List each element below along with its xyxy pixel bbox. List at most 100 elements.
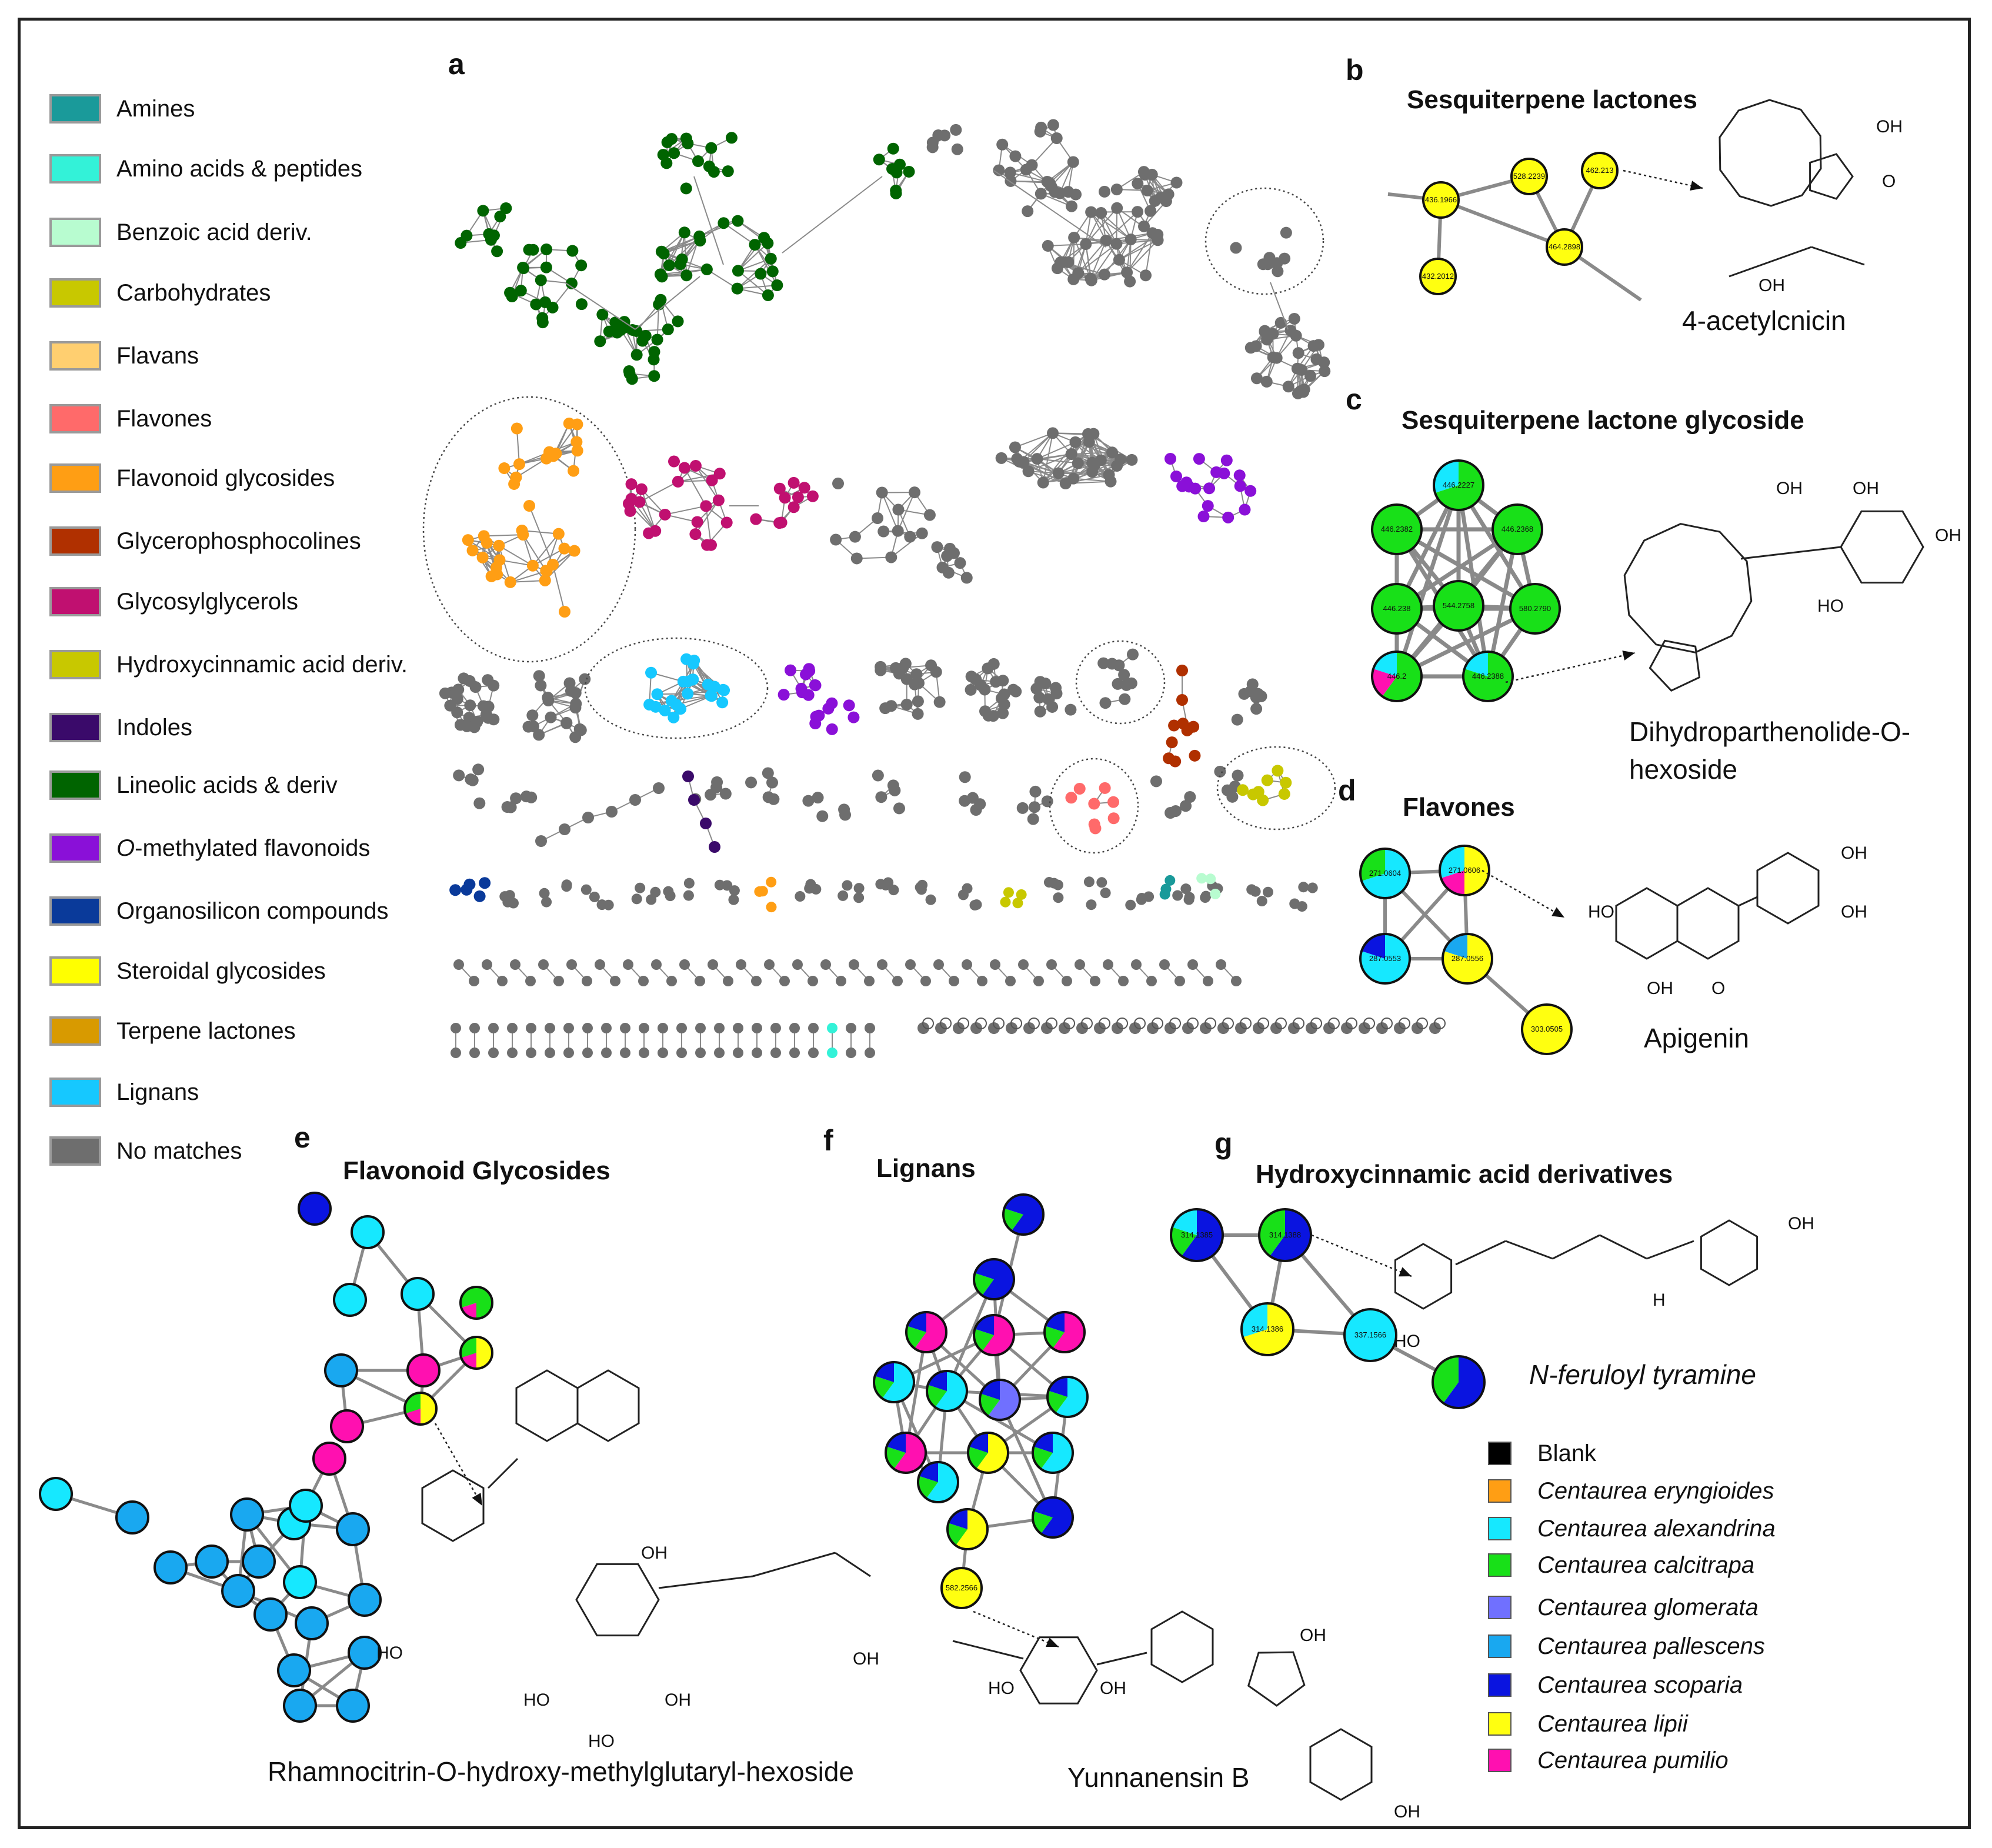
- network-node: [1113, 253, 1125, 266]
- network-node: [1279, 252, 1291, 265]
- network-node: [1090, 976, 1100, 986]
- node-label: 271.0604: [1369, 869, 1401, 878]
- network-node: [1062, 976, 1072, 986]
- network-node: [725, 132, 738, 144]
- network-node: [653, 782, 665, 794]
- self-loop: [1134, 1018, 1146, 1029]
- legend-item-flavans: Flavans: [49, 335, 199, 376]
- pie-slice: [1033, 1497, 1053, 1517]
- network-node: [917, 1022, 929, 1034]
- node-outline: [1510, 158, 1548, 195]
- network-node: [1046, 700, 1059, 713]
- network-node: [1053, 892, 1064, 903]
- node-outline: [1432, 1355, 1486, 1409]
- network-node: [623, 959, 633, 970]
- network-node: [582, 976, 592, 986]
- network-node: [1189, 749, 1201, 762]
- network-node: [1298, 383, 1310, 396]
- network-node: [1160, 883, 1172, 895]
- species-swatch: [1488, 1442, 1511, 1465]
- pie-slice: [1434, 461, 1459, 493]
- legend-item-indoles: Indoles: [49, 707, 192, 748]
- network-node: [1065, 448, 1077, 461]
- node-outline: [289, 1489, 323, 1523]
- network-node: [1307, 340, 1320, 352]
- network-node: [820, 959, 831, 970]
- network-node: [458, 672, 470, 685]
- phenyl-ring: [1756, 852, 1820, 925]
- network-node: [1176, 694, 1188, 706]
- network-node: [853, 892, 865, 903]
- network-node: [872, 512, 884, 525]
- network-node: [625, 478, 638, 491]
- network-node: [453, 959, 464, 970]
- network-node: [770, 1048, 781, 1058]
- panel-letter-e: e: [294, 1121, 311, 1154]
- self-loop: [1081, 1018, 1093, 1029]
- network-node: [939, 129, 951, 142]
- network-node: [1260, 375, 1273, 388]
- pie-slice: [460, 1337, 476, 1358]
- network-node: [998, 688, 1010, 700]
- network-node: [850, 552, 863, 565]
- node-outline: [1032, 1432, 1074, 1474]
- network-node: [1132, 178, 1144, 190]
- network-node: [1072, 457, 1084, 469]
- network-node: [1230, 242, 1242, 254]
- network-node: [639, 1048, 649, 1058]
- pie-node: [337, 1513, 369, 1545]
- network-node: [796, 686, 808, 699]
- network-node: [755, 268, 767, 280]
- species-item: Centaurea pallescens: [1488, 1628, 1765, 1664]
- chem-bond: [1599, 1234, 1647, 1260]
- network-node: [775, 516, 788, 529]
- node-outline: [1422, 181, 1460, 219]
- network-node: [635, 882, 646, 893]
- pie-node: [1510, 584, 1560, 633]
- network-node: [541, 896, 552, 908]
- atom-label: OH: [1853, 479, 1879, 498]
- node-outline: [330, 1409, 364, 1443]
- network-node: [449, 884, 462, 896]
- network-node: [990, 676, 1002, 688]
- panel-letter-a: a: [448, 48, 465, 81]
- pie-slice: [1045, 1312, 1065, 1332]
- node-outline: [351, 1215, 385, 1249]
- chem-bond: [1552, 1234, 1600, 1260]
- compound-name-g: N-feruloyl tyramine: [1529, 1359, 1756, 1390]
- network-node: [1107, 796, 1120, 808]
- network-node: [1236, 784, 1249, 796]
- node-label: 436.1966: [1425, 195, 1457, 204]
- pie-slice: [1382, 652, 1422, 702]
- pie-slice: [894, 1433, 926, 1473]
- network-node: [517, 261, 529, 273]
- network-node: [639, 329, 652, 342]
- network-node: [1280, 226, 1292, 239]
- legend-item-amines: Amines: [49, 88, 195, 129]
- legend-swatch: [49, 1136, 101, 1166]
- node-outline: [406, 1353, 441, 1387]
- network-node: [872, 769, 884, 782]
- network-edge: [483, 534, 523, 537]
- network-node: [1106, 446, 1119, 459]
- chem-bond: [658, 1575, 753, 1589]
- network-node: [1216, 959, 1226, 970]
- network-node: [625, 493, 638, 505]
- network-node: [547, 559, 559, 571]
- network-node: [1088, 818, 1100, 830]
- network-node: [1244, 485, 1257, 497]
- network-edge: [1015, 432, 1053, 448]
- network-node: [1099, 185, 1111, 198]
- network-node: [629, 794, 641, 806]
- network-node: [573, 723, 586, 735]
- node-label: 314.1388: [1269, 1230, 1301, 1239]
- network-node: [1214, 765, 1226, 778]
- node-label: 544.2758: [1443, 601, 1474, 610]
- network-node: [846, 1023, 856, 1033]
- species-swatch: [1488, 1596, 1511, 1619]
- network-node: [1278, 788, 1290, 800]
- network-node: [947, 547, 960, 559]
- compound-name-d: Apigenin: [1644, 1023, 1750, 1053]
- network-node: [678, 226, 690, 239]
